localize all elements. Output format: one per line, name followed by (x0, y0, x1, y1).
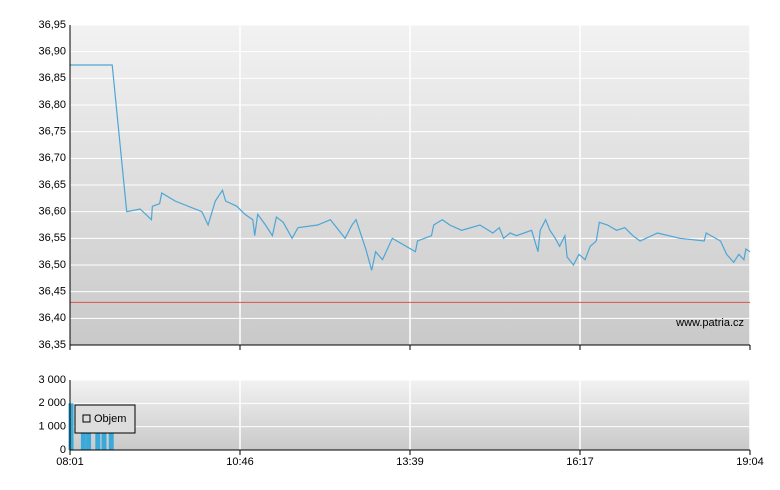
price-line (70, 64, 751, 271)
y-tick-label: 36,85 (38, 72, 66, 84)
y-tick-label: 36,75 (38, 126, 66, 138)
volume-bar (68, 403, 74, 450)
x-tick-label: 08:01 (56, 456, 84, 468)
watermark: www.patria.cz (675, 317, 744, 329)
y-tick-label: 1 000 (38, 421, 66, 433)
legend-label: Objem (94, 413, 126, 425)
y-tick-label: 36,70 (38, 152, 66, 164)
x-tick-label: 16:17 (566, 456, 594, 468)
legend-swatch (82, 414, 91, 423)
y-tick-label: 36,80 (38, 99, 66, 111)
y-tick-label: 36,55 (38, 232, 66, 244)
y-tick-label: 0 (60, 444, 66, 456)
y-tick-label: 36,60 (38, 206, 66, 218)
x-tick-label: 10:46 (226, 456, 254, 468)
x-tick-label: 13:39 (396, 456, 424, 468)
x-tick-label: 19:04 (736, 456, 764, 468)
y-tick-label: 2 000 (38, 397, 66, 409)
y-tick-label: 36,95 (38, 19, 66, 31)
y-tick-label: 36,65 (38, 179, 66, 191)
legend-box (74, 404, 136, 434)
y-tick-label: 3 000 (38, 374, 66, 386)
y-tick-label: 36,40 (38, 312, 66, 324)
y-tick-label: 36,50 (38, 259, 66, 271)
y-tick-label: 36,90 (38, 46, 66, 58)
y-tick-label: 36,45 (38, 286, 66, 298)
y-tick-label: 36,35 (38, 339, 66, 351)
